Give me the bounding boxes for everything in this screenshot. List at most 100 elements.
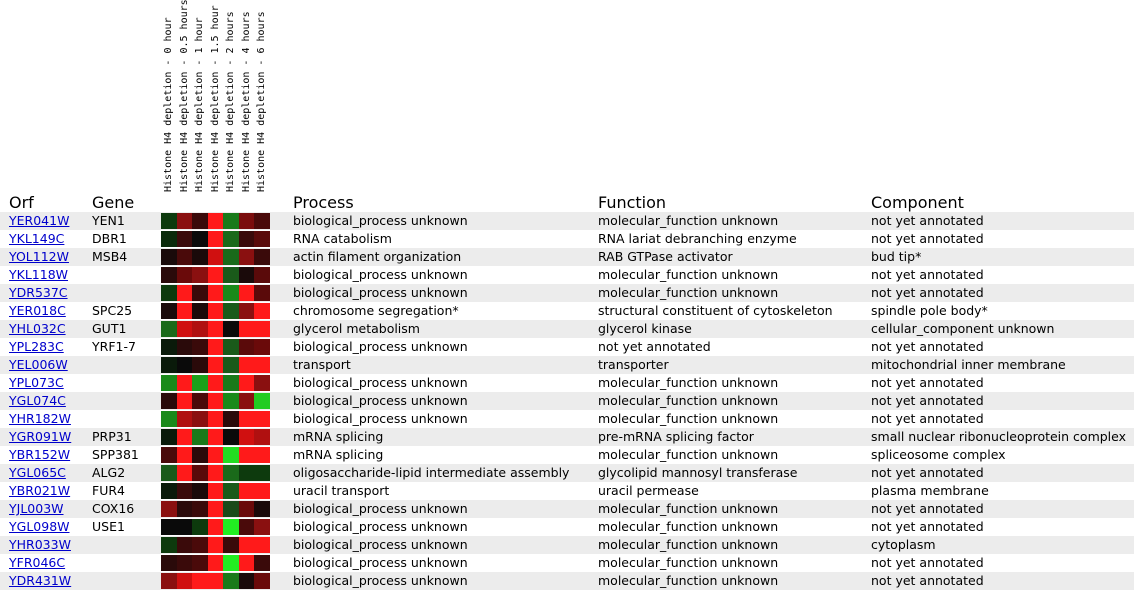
heatmap-cell <box>207 213 223 229</box>
gene-name: GUT1 <box>92 321 127 336</box>
heatmap-cell <box>192 483 208 499</box>
heatmap-cell <box>254 465 270 481</box>
component-column-header: Component <box>871 193 964 212</box>
table-row: YKL149C DBR1 RNA catabolism RNA lariat debr… <box>0 230 1134 248</box>
heatmap-cell <box>192 411 208 427</box>
orf-link[interactable]: YGL098W <box>9 519 70 534</box>
orf-link[interactable]: YPL283C <box>9 339 64 354</box>
heatmap-cell <box>161 429 177 445</box>
orf-link[interactable]: YDR431W <box>9 573 72 588</box>
orf-link[interactable]: YJL003W <box>9 501 64 516</box>
heatmap-cell <box>207 231 223 247</box>
heatmap-cell <box>192 339 208 355</box>
heatmap-cell <box>207 303 223 319</box>
table-row: YGL098W USE1 biological_process unknown mol… <box>0 518 1134 536</box>
condition-header: Histone H4 depletion - 1 hour <box>193 6 207 206</box>
function-text: molecular_function unknown <box>598 411 779 426</box>
heatmap-cell <box>238 447 254 463</box>
heatmap-cell <box>176 213 192 229</box>
function-text: molecular_function unknown <box>598 447 779 462</box>
function-text: not yet annotated <box>598 339 711 354</box>
orf-link[interactable]: YER041W <box>9 213 70 228</box>
expression-heatmap-row <box>161 447 270 463</box>
process-text: chromosome segregation* <box>293 303 459 318</box>
function-text: glycerol kinase <box>598 321 692 336</box>
heatmap-cell <box>161 285 177 301</box>
gene-name: COX16 <box>92 501 135 516</box>
component-text: cellular_component unknown <box>871 321 1055 336</box>
heatmap-cell <box>176 375 192 391</box>
heatmap-cell <box>176 447 192 463</box>
heatmap-cell <box>238 501 254 517</box>
orf-link[interactable]: YHR182W <box>9 411 71 426</box>
table-row: YPL283C YRF1-7 biological_process unknown n… <box>0 338 1134 356</box>
orf-link[interactable]: YGL065C <box>9 465 66 480</box>
function-text: structural constituent of cytoskeleton <box>598 303 833 318</box>
heatmap-cell <box>238 429 254 445</box>
condition-header: Histone H4 depletion - 1.5 hour <box>209 5 223 206</box>
heatmap-cell <box>192 519 208 535</box>
orf-link[interactable]: YHR033W <box>9 537 71 552</box>
heatmap-cell <box>238 411 254 427</box>
gene-name: DBR1 <box>92 231 127 246</box>
condition-header-label: Histone H4 depletion - 1 hour <box>194 17 205 192</box>
table-row: YPL073C biological_process unknown molecul… <box>0 374 1134 392</box>
orf-link[interactable]: YKL118W <box>9 267 69 282</box>
heatmap-cell <box>161 555 177 571</box>
heatmap-cell <box>254 375 270 391</box>
orf-link[interactable]: YPL073C <box>9 375 64 390</box>
component-text: plasma membrane <box>871 483 989 498</box>
orf-link[interactable]: YER018C <box>9 303 66 318</box>
heatmap-cell <box>192 501 208 517</box>
heatmap-cell <box>238 339 254 355</box>
function-text: RNA lariat debranching enzyme <box>598 231 797 246</box>
orf-link[interactable]: YGL074C <box>9 393 66 408</box>
orf-link[interactable]: YGR091W <box>9 429 72 444</box>
heatmap-cell <box>161 393 177 409</box>
process-text: mRNA splicing <box>293 429 384 444</box>
orf-link[interactable]: YOL112W <box>9 249 69 264</box>
process-text: biological_process unknown <box>293 573 468 588</box>
heatmap-cell <box>223 375 239 391</box>
orf-link[interactable]: YKL149C <box>9 231 65 246</box>
heatmap-cell <box>161 321 177 337</box>
condition-header: Histone H4 depletion - 0.5 hours <box>178 0 192 206</box>
condition-header-label: Histone H4 depletion - 6 hours <box>256 11 267 192</box>
process-text: biological_process unknown <box>293 519 468 534</box>
heatmap-cell <box>192 375 208 391</box>
function-text: transporter <box>598 357 669 372</box>
orf-link[interactable]: YBR152W <box>9 447 71 462</box>
heatmap-cell <box>223 393 239 409</box>
function-text: molecular_function unknown <box>598 519 779 534</box>
orf-link[interactable]: YHL032C <box>9 321 66 336</box>
expression-heatmap-row <box>161 213 270 229</box>
orf-link[interactable]: YBR021W <box>9 483 71 498</box>
orf-link[interactable]: YDR537C <box>9 285 68 300</box>
function-text: molecular_function unknown <box>598 501 779 516</box>
heatmap-cell <box>238 357 254 373</box>
process-text: biological_process unknown <box>293 555 468 570</box>
expression-heatmap-row <box>161 555 270 571</box>
heatmap-cell <box>238 555 254 571</box>
heatmap-cell <box>207 393 223 409</box>
heatmap-cell <box>161 501 177 517</box>
heatmap-cell <box>192 357 208 373</box>
orf-column-header: Orf <box>9 193 34 212</box>
orf-link[interactable]: YEL006W <box>9 357 68 372</box>
heatmap-cell <box>176 537 192 553</box>
orf-link[interactable]: YFR046C <box>9 555 66 570</box>
process-text: transport <box>293 357 351 372</box>
heatmap-cell <box>176 429 192 445</box>
heatmap-cell <box>207 429 223 445</box>
heatmap-cell <box>161 249 177 265</box>
component-text: not yet annotated <box>871 411 984 426</box>
expression-heatmap-row <box>161 321 270 337</box>
table-row: YDR431W biological_process unknown molecul… <box>0 572 1134 590</box>
heatmap-cell <box>161 303 177 319</box>
process-text: biological_process unknown <box>293 339 468 354</box>
heatmap-cell <box>223 321 239 337</box>
expression-heatmap-row <box>161 339 270 355</box>
heatmap-cell <box>161 573 177 589</box>
gene-name: SPP381 <box>92 447 139 462</box>
heatmap-cell <box>161 537 177 553</box>
